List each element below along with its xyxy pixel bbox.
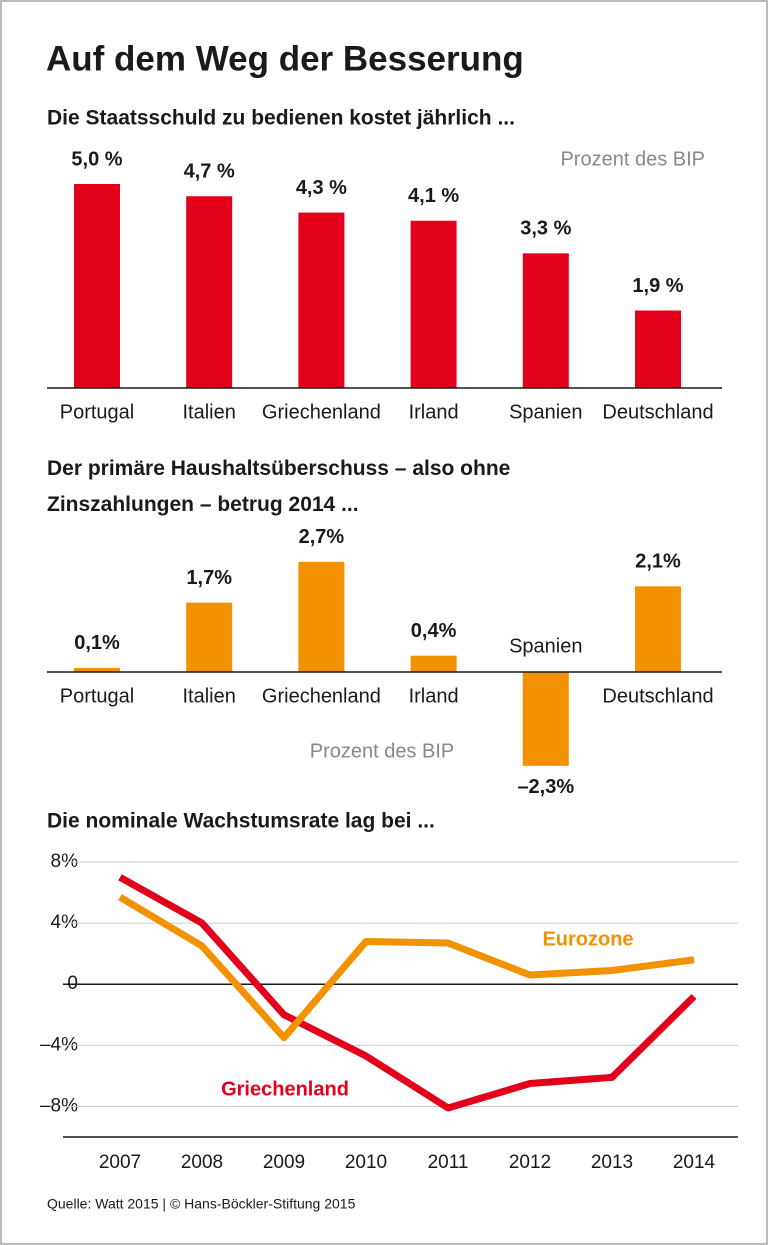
bar — [298, 561, 345, 672]
page-title: Auf dem Weg der Besserung — [46, 39, 524, 78]
bar — [635, 586, 681, 672]
x-tick-label: Irland — [409, 685, 459, 707]
value-label: 3,3 % — [520, 218, 571, 240]
line-series — [118, 894, 695, 1042]
x-tick-label: Portugal — [60, 401, 135, 423]
x-tick-label: 2014 — [673, 1152, 716, 1173]
series-label: Eurozone — [542, 928, 633, 950]
unit-label: Prozent des BIP — [560, 148, 705, 170]
y-tick-label: –4% — [40, 1034, 78, 1055]
value-label: 1,7% — [186, 567, 232, 589]
x-tick-label: Deutschland — [602, 401, 713, 423]
x-tick-label: Portugal — [60, 685, 135, 707]
bar — [410, 220, 457, 388]
x-tick-label: 2013 — [591, 1152, 633, 1173]
value-label: 4,7 % — [184, 161, 235, 183]
value-label: –2,3% — [517, 776, 574, 798]
bar — [522, 253, 569, 388]
x-tick-label: 2009 — [263, 1152, 305, 1173]
value-label: 0,1% — [74, 632, 120, 654]
series-label: Griechenland — [221, 1078, 349, 1100]
x-tick-label: 2007 — [99, 1152, 141, 1173]
unit-label: Prozent des BIP — [310, 740, 455, 762]
chart-title: Der primäre Haushaltsüberschuss – also o… — [47, 457, 510, 516]
chart-title: Die nominale Wachstumsrate lag bei ... — [47, 810, 435, 833]
x-tick-label: Spanien — [509, 635, 582, 657]
x-tick-label: Irland — [409, 401, 459, 423]
x-tick-label: 2011 — [428, 1152, 469, 1173]
x-tick-label: 2010 — [345, 1152, 387, 1173]
bar — [410, 655, 457, 672]
x-tick-label: 2008 — [181, 1152, 223, 1173]
bar — [186, 602, 233, 672]
chart-title: Die Staatsschuld zu bedienen kostet jähr… — [47, 107, 515, 130]
x-tick-label: Spanien — [509, 401, 582, 423]
x-tick-label: Griechenland — [262, 685, 381, 707]
y-tick-label: –8% — [40, 1095, 78, 1116]
x-tick-label: Griechenland — [262, 401, 381, 423]
x-tick-label: Italien — [183, 685, 236, 707]
bar — [186, 196, 233, 388]
value-label: 5,0 % — [71, 148, 122, 170]
line-series — [118, 874, 697, 1112]
bar — [74, 184, 120, 388]
bar — [298, 212, 345, 388]
source: Quelle: Watt 2015 | © Hans-Böckler-Stift… — [47, 1196, 356, 1212]
value-label: 2,1% — [635, 551, 681, 573]
value-label: 4,1 % — [408, 185, 459, 207]
value-label: 2,7% — [299, 526, 345, 548]
x-tick-label: 2012 — [509, 1152, 551, 1173]
x-tick-label: Deutschland — [602, 685, 713, 707]
bar — [635, 310, 681, 388]
x-tick-label: Italien — [183, 401, 236, 423]
value-label: 1,9 % — [632, 275, 683, 297]
bar — [522, 672, 569, 766]
value-label: 4,3 % — [296, 177, 347, 199]
value-label: 0,4% — [411, 620, 457, 642]
bar — [74, 667, 120, 672]
